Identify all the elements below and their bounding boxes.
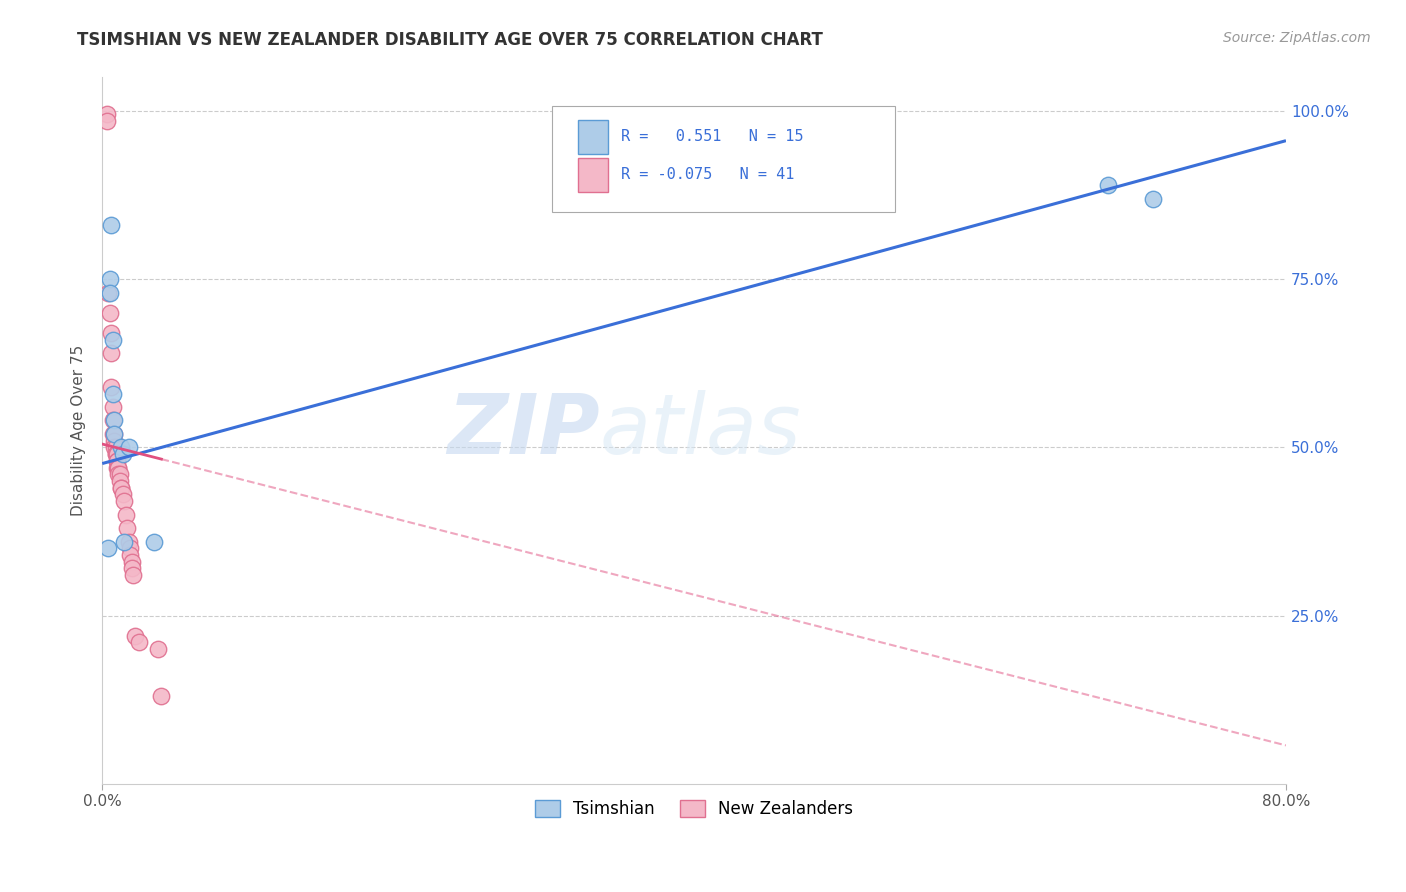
Point (97, 285, 120, 300)
Point (103, 426, 125, 441)
Point (108, 474, 131, 488)
Point (98, 285, 121, 300)
Point (128, 635, 150, 649)
Point (118, 534, 141, 549)
Point (117, 521, 139, 535)
Point (101, 400, 124, 414)
Point (1142, 192, 1164, 206)
Text: Source: ZipAtlas.com: Source: ZipAtlas.com (1223, 31, 1371, 45)
Point (101, 413, 124, 427)
Point (105, 454, 128, 468)
Point (1097, 178, 1119, 192)
FancyBboxPatch shape (578, 158, 607, 192)
FancyBboxPatch shape (578, 120, 607, 153)
Point (107, 460, 129, 475)
Point (120, 541, 142, 556)
Point (104, 447, 127, 461)
Point (110, 481, 132, 495)
Point (150, 690, 173, 704)
Y-axis label: Disability Age Over 75: Disability Age Over 75 (72, 345, 86, 516)
Point (143, 534, 166, 549)
Point (96, 107, 118, 121)
Point (120, 548, 142, 562)
Point (105, 460, 128, 475)
Point (105, 447, 128, 461)
Point (148, 642, 170, 657)
Point (111, 487, 134, 501)
Point (101, 426, 124, 441)
Point (111, 447, 134, 461)
Point (112, 534, 135, 549)
Point (107, 460, 129, 475)
Text: R = -0.075   N = 41: R = -0.075 N = 41 (620, 168, 794, 182)
Point (107, 467, 129, 482)
Point (115, 508, 138, 522)
FancyBboxPatch shape (553, 105, 896, 211)
Point (101, 333, 124, 347)
Point (100, 346, 122, 360)
Point (112, 494, 135, 508)
Point (118, 441, 141, 455)
Point (101, 386, 124, 401)
Point (98, 272, 121, 286)
Text: TSIMSHIAN VS NEW ZEALANDER DISABILITY AGE OVER 75 CORRELATION CHART: TSIMSHIAN VS NEW ZEALANDER DISABILITY AG… (77, 31, 823, 49)
Point (104, 441, 127, 455)
Point (122, 568, 145, 582)
Point (98, 306, 121, 320)
Point (105, 454, 128, 468)
Point (103, 434, 125, 448)
Point (103, 426, 125, 441)
Point (100, 326, 122, 340)
Point (96, 114, 118, 128)
Point (110, 481, 132, 495)
Point (110, 441, 132, 455)
Point (97, 541, 120, 556)
Point (100, 380, 122, 394)
Point (103, 441, 125, 455)
Legend: Tsimshian, New Zealanders: Tsimshian, New Zealanders (529, 793, 860, 825)
Text: ZIP: ZIP (447, 390, 599, 471)
Text: R =   0.551   N = 15: R = 0.551 N = 15 (620, 129, 803, 145)
Point (121, 561, 143, 575)
Point (103, 413, 125, 427)
Point (124, 629, 146, 643)
Point (108, 467, 131, 482)
Text: atlas: atlas (599, 390, 801, 471)
Point (104, 447, 127, 461)
Point (121, 555, 143, 569)
Point (100, 219, 122, 233)
